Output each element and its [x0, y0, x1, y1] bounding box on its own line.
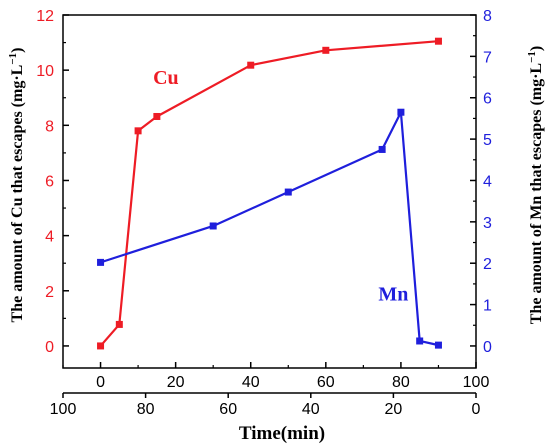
right-y-tick-label: 1	[483, 298, 492, 315]
x-tick-label: 20	[167, 374, 185, 391]
cu-data-point	[434, 37, 442, 45]
cu-data-point	[134, 127, 142, 135]
secondary-tick-label: 80	[137, 401, 155, 418]
right-y-tick-label: 8	[483, 8, 492, 25]
mn-series-line	[100, 111, 439, 347]
x-tick-label: 80	[392, 374, 410, 391]
plot-frame	[62, 14, 477, 369]
cu-data-point	[115, 320, 123, 328]
secondary-tick-label: 40	[302, 401, 320, 418]
x-tick-label: 0	[96, 374, 105, 391]
mn-data-point	[416, 337, 424, 345]
cu-data-point	[322, 46, 330, 54]
mn-data-point	[209, 222, 217, 230]
cu-series-label: Cu	[153, 67, 179, 89]
mn-series-label: Mn	[378, 283, 408, 305]
left-y-axis-title: The amount of Cu that escapes (mg·L−1)	[7, 48, 26, 323]
secondary-tick-label: 20	[385, 401, 403, 418]
right-y-axis-title: The amount of Mn that escapes (mg·L−1)	[526, 46, 545, 324]
mn-data-point	[97, 258, 105, 266]
right-y-tick-label: 6	[483, 91, 492, 108]
right-y-tick-label: 5	[483, 132, 492, 149]
x-axis-secondary: 100 80 60 40 20 0	[50, 392, 481, 418]
y-axis-right: 0 1 2 3 4 5 6 7 8	[470, 8, 492, 356]
left-y-tick-label: 12	[36, 8, 54, 25]
left-y-tick-label: 2	[45, 284, 54, 301]
secondary-tick-label: 60	[219, 401, 237, 418]
right-y-tick-label: 2	[483, 256, 492, 273]
plot-border	[62, 14, 477, 369]
right-y-tick-label: 0	[483, 339, 492, 356]
left-y-tick-label: 8	[45, 118, 54, 135]
right-y-tick-label: 7	[483, 49, 492, 66]
right-y-tick-label: 3	[483, 215, 492, 232]
x-axis-bottom: 0 20 40 60 80 100	[62, 362, 490, 391]
left-y-tick-label: 4	[45, 229, 54, 246]
cu-data-point	[153, 112, 161, 120]
secondary-tick-label: 0	[472, 401, 481, 418]
cu-data-point	[247, 61, 255, 69]
mn-data-point	[284, 188, 292, 196]
series-layer: Cu Mn	[97, 37, 442, 350]
left-y-tick-label: 0	[45, 339, 54, 356]
y-axis-left: 0 2 4 6 8 10 12	[36, 8, 69, 356]
x-tick-label: 40	[242, 374, 260, 391]
left-y-tick-label: 10	[36, 63, 54, 80]
mn-data-point	[434, 341, 442, 349]
x-axis-title: Time(min)	[239, 423, 325, 444]
x-tick-label: 100	[463, 374, 490, 391]
right-y-tick-label: 4	[483, 173, 492, 190]
mn-data-point	[378, 145, 386, 153]
x-tick-label: 60	[317, 374, 335, 391]
left-y-tick-label: 6	[45, 173, 54, 190]
cu-data-point	[97, 342, 105, 350]
mn-data-point	[397, 108, 405, 116]
secondary-tick-label: 100	[50, 401, 77, 418]
